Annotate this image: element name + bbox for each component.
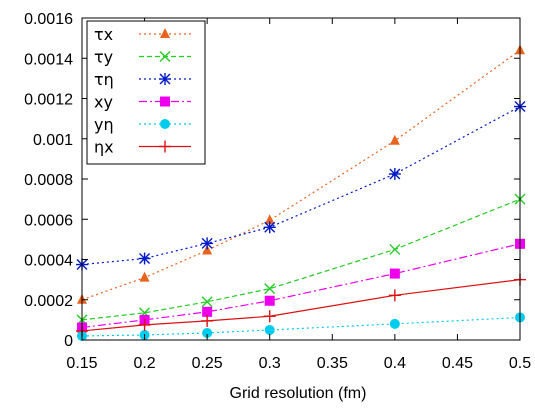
data-point (201, 314, 214, 327)
legend-entry: yη (94, 115, 191, 134)
series-5 (77, 312, 525, 341)
data-point (264, 295, 275, 306)
legend-label: xy (94, 93, 113, 112)
x-axis-title: Grid resolution (fm) (230, 385, 367, 402)
x-tick-label: 0.35 (317, 355, 348, 372)
series-line (81, 106, 521, 266)
data-point (202, 327, 213, 338)
legend-marker (160, 119, 170, 129)
y-tick-label: 0.001 (33, 132, 73, 149)
data-point (389, 243, 401, 255)
legend-label: ηx (94, 138, 114, 157)
data-point (264, 283, 276, 295)
legend-marker (159, 51, 171, 62)
y-tick-label: 0.0012 (24, 92, 73, 109)
x-tick-label: 0.3 (259, 355, 281, 372)
series-line (81, 243, 521, 329)
data-point (264, 214, 275, 225)
legend-entry: τx (94, 25, 191, 44)
data-point (263, 310, 276, 323)
data-point (138, 318, 151, 331)
data-point (138, 252, 151, 265)
legend-entry: τη (94, 70, 191, 89)
y-tick-label: 0.0014 (24, 51, 73, 68)
data-point (388, 289, 401, 302)
data-point (264, 324, 275, 335)
axis-layer: 0.15 0.2 0.25 0.3 0.35 0.4 0.45 0.5 0 0.0002 0.000… (24, 11, 531, 372)
legend-box (86, 20, 206, 165)
data-point (389, 268, 400, 279)
legend-entry: ηx (94, 138, 191, 157)
legend-label: τx (94, 25, 113, 44)
legend: τx τy τη xy yη ηx (86, 20, 206, 165)
data-point (388, 167, 401, 180)
y-tick-label: 0.0006 (24, 212, 73, 229)
legend-entry: τy (94, 48, 191, 67)
legend-marker (159, 73, 171, 85)
legend-marker (160, 96, 170, 107)
series-line (81, 49, 521, 301)
x-tick-label: 0.45 (442, 355, 473, 372)
data-point (201, 296, 213, 308)
data-point (389, 318, 400, 329)
legend-entry: xy (94, 93, 191, 112)
y-tick-label: 0.0002 (24, 293, 73, 310)
legend-label: τy (94, 48, 113, 67)
series-line (81, 279, 521, 332)
data-point (139, 271, 150, 282)
data-point (201, 237, 214, 250)
legend-label: τη (94, 70, 114, 89)
series-6 (76, 273, 526, 337)
legend-marker (159, 140, 171, 153)
x-tick-label: 0.5 (509, 355, 531, 372)
legend-label: yη (94, 115, 114, 134)
x-tick-label: 0.25 (192, 355, 223, 372)
x-tick-label: 0.4 (384, 355, 406, 372)
data-point (202, 244, 213, 255)
data-point (202, 306, 213, 317)
x-tick-label: 0.2 (133, 355, 155, 372)
legend-marker (160, 28, 170, 38)
data-point (263, 221, 276, 234)
data-point (389, 134, 400, 145)
series-line (81, 198, 521, 321)
y-tick-label: 0.0008 (24, 172, 73, 189)
y-tick-label: 0 (64, 333, 73, 350)
y-tick-label: 0.0016 (24, 11, 73, 28)
y-tick-label: 0.0004 (24, 253, 73, 270)
x-tick-label: 0.15 (66, 355, 97, 372)
series-line (81, 316, 521, 337)
